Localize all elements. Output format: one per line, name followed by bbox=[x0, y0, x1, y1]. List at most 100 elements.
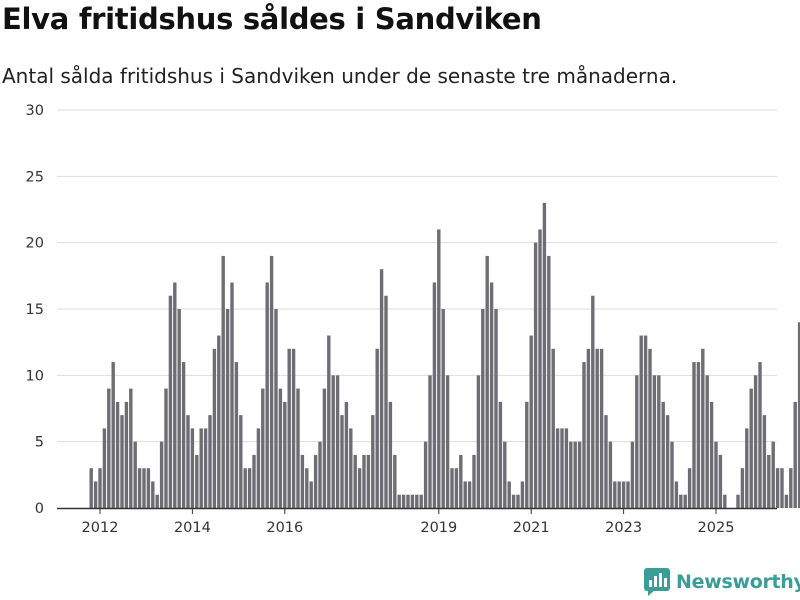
bar bbox=[124, 401, 129, 508]
bar bbox=[595, 348, 599, 508]
y-tick-label: 10 bbox=[26, 368, 44, 384]
bar bbox=[736, 494, 740, 508]
bar bbox=[577, 441, 582, 508]
bar bbox=[789, 468, 793, 508]
bar bbox=[459, 454, 463, 508]
bar bbox=[661, 401, 665, 508]
bar bbox=[256, 428, 261, 508]
bar bbox=[780, 468, 784, 508]
bar bbox=[344, 401, 349, 508]
y-tick-label: 30 bbox=[26, 103, 44, 119]
bar bbox=[564, 428, 569, 508]
bar bbox=[701, 348, 705, 508]
bar bbox=[357, 468, 362, 508]
bar bbox=[159, 441, 164, 508]
bar bbox=[366, 454, 371, 508]
bar bbox=[437, 229, 441, 508]
bar bbox=[767, 454, 771, 508]
bar bbox=[784, 494, 789, 508]
bar bbox=[261, 388, 265, 508]
bar bbox=[604, 415, 608, 508]
bar bbox=[749, 388, 753, 508]
bar bbox=[120, 415, 124, 508]
chart-title: Elva fritidshus såldes i Sandviken bbox=[2, 2, 542, 36]
bar bbox=[670, 441, 674, 508]
bar bbox=[164, 388, 168, 508]
bar bbox=[239, 415, 243, 508]
bar bbox=[265, 282, 269, 508]
bar bbox=[617, 481, 621, 508]
bar bbox=[494, 309, 498, 508]
bar bbox=[247, 468, 252, 508]
chart-logo-icon bbox=[644, 568, 670, 596]
bar bbox=[555, 428, 560, 508]
bar bbox=[375, 348, 379, 508]
bar bbox=[573, 441, 577, 508]
bar bbox=[648, 348, 652, 508]
bar bbox=[582, 362, 586, 508]
bar bbox=[613, 481, 617, 508]
bar bbox=[533, 242, 538, 508]
bar bbox=[718, 454, 723, 508]
bar bbox=[626, 481, 630, 508]
y-tick-label: 0 bbox=[35, 501, 44, 517]
bar bbox=[181, 362, 186, 508]
bar bbox=[177, 309, 181, 508]
bar bbox=[643, 335, 648, 508]
bar bbox=[450, 468, 454, 508]
bar bbox=[217, 335, 221, 508]
y-tick-label: 15 bbox=[26, 302, 44, 318]
bar bbox=[441, 309, 445, 508]
bar bbox=[709, 401, 714, 508]
bar bbox=[335, 375, 340, 508]
bar bbox=[423, 441, 428, 508]
bar bbox=[410, 494, 415, 508]
bar bbox=[507, 481, 511, 508]
bar bbox=[758, 362, 762, 508]
bar bbox=[419, 494, 423, 508]
bar bbox=[525, 401, 529, 508]
bar bbox=[406, 494, 410, 508]
bar bbox=[516, 494, 520, 508]
bar bbox=[401, 494, 406, 508]
bar bbox=[371, 415, 375, 508]
bar bbox=[428, 375, 432, 508]
bar bbox=[569, 441, 573, 508]
bar bbox=[687, 468, 692, 508]
x-tick-label: 2025 bbox=[698, 520, 735, 536]
bar bbox=[740, 468, 745, 508]
x-tick-label: 2023 bbox=[605, 520, 642, 536]
bar bbox=[309, 481, 313, 508]
bar bbox=[362, 454, 366, 508]
bar bbox=[472, 454, 476, 508]
bar bbox=[489, 282, 494, 508]
bar bbox=[234, 362, 239, 508]
bar bbox=[322, 388, 327, 508]
bar bbox=[586, 348, 591, 508]
bar bbox=[93, 481, 98, 508]
bar bbox=[560, 428, 564, 508]
bar bbox=[195, 454, 199, 508]
bar bbox=[503, 441, 507, 508]
bar bbox=[190, 428, 195, 508]
bar bbox=[463, 481, 467, 508]
x-tick-label: 2019 bbox=[420, 520, 457, 536]
bar bbox=[331, 375, 335, 508]
bar bbox=[327, 335, 331, 508]
bar bbox=[476, 375, 481, 508]
bar bbox=[665, 415, 670, 508]
bar bbox=[793, 401, 797, 508]
bar bbox=[797, 322, 800, 508]
bar bbox=[542, 202, 547, 508]
bar bbox=[305, 468, 309, 508]
bar bbox=[221, 255, 225, 508]
bar bbox=[98, 468, 102, 508]
bar bbox=[102, 428, 107, 508]
bar bbox=[111, 362, 115, 508]
bar bbox=[683, 494, 687, 508]
bar bbox=[445, 375, 450, 508]
bar bbox=[107, 388, 111, 508]
bar bbox=[775, 468, 780, 508]
bar bbox=[129, 388, 133, 508]
bar bbox=[753, 375, 758, 508]
